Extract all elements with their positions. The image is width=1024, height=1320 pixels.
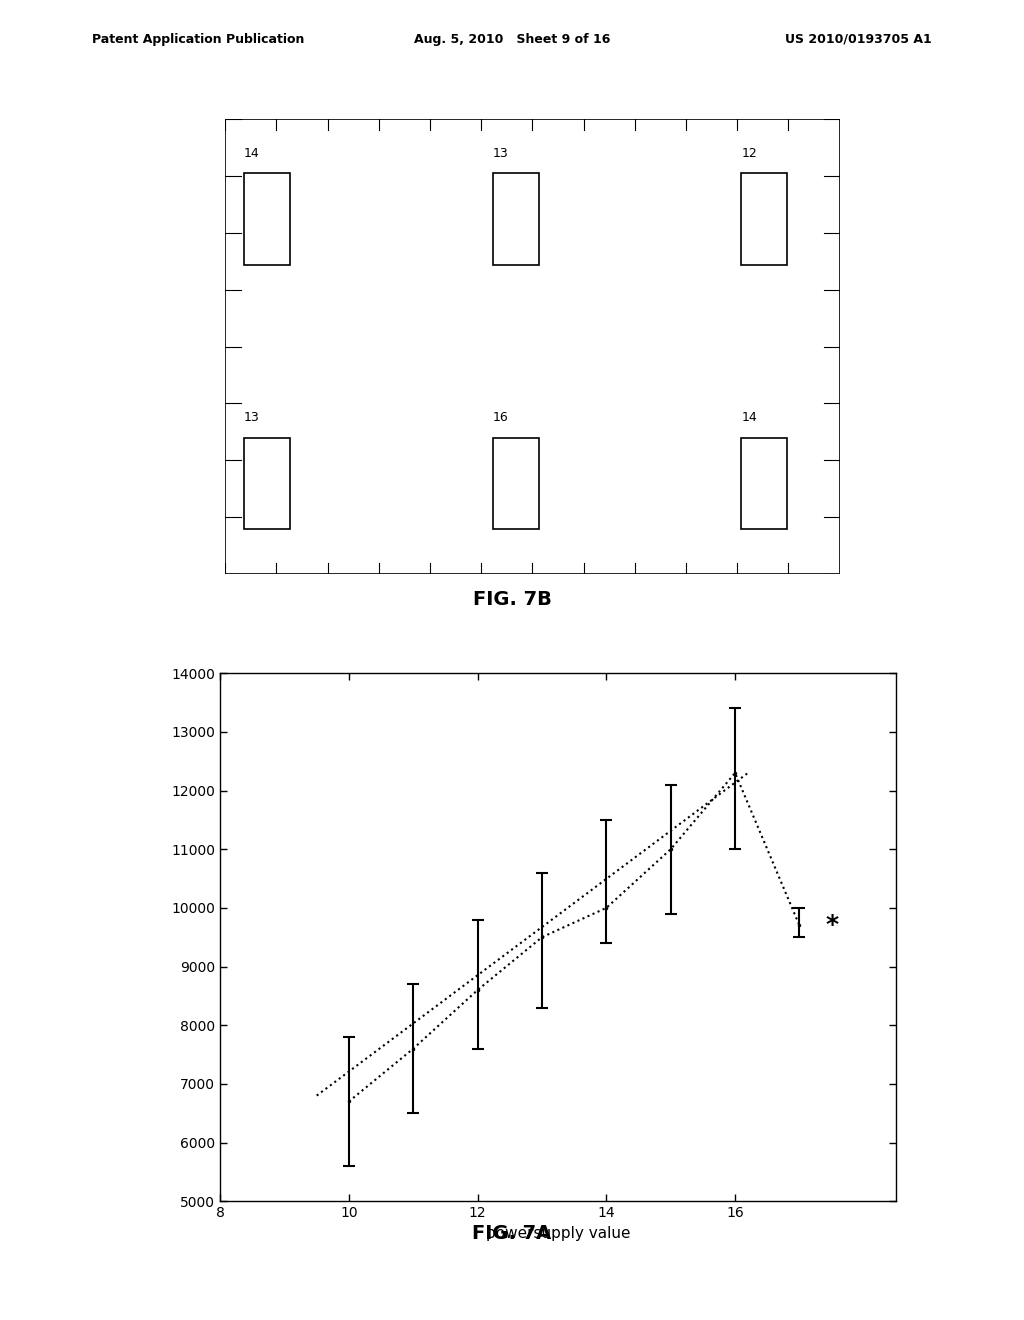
Text: 16: 16 — [493, 411, 508, 424]
Text: 13: 13 — [493, 147, 508, 160]
Text: 12: 12 — [741, 147, 757, 160]
Bar — [741, 173, 787, 264]
Text: FIG. 7B: FIG. 7B — [472, 590, 552, 609]
Text: FIG. 7A: FIG. 7A — [472, 1224, 552, 1242]
Bar — [493, 438, 539, 529]
Bar — [244, 173, 290, 264]
Bar — [493, 173, 539, 264]
Text: US 2010/0193705 A1: US 2010/0193705 A1 — [785, 33, 932, 46]
Text: *: * — [825, 913, 839, 937]
Text: Patent Application Publication: Patent Application Publication — [92, 33, 304, 46]
Text: 13: 13 — [244, 411, 259, 424]
Bar — [741, 438, 787, 529]
Bar — [244, 438, 290, 529]
Text: 14: 14 — [244, 147, 259, 160]
X-axis label: powersupply value: powersupply value — [485, 1225, 631, 1241]
Text: Aug. 5, 2010   Sheet 9 of 16: Aug. 5, 2010 Sheet 9 of 16 — [414, 33, 610, 46]
Text: 14: 14 — [741, 411, 757, 424]
